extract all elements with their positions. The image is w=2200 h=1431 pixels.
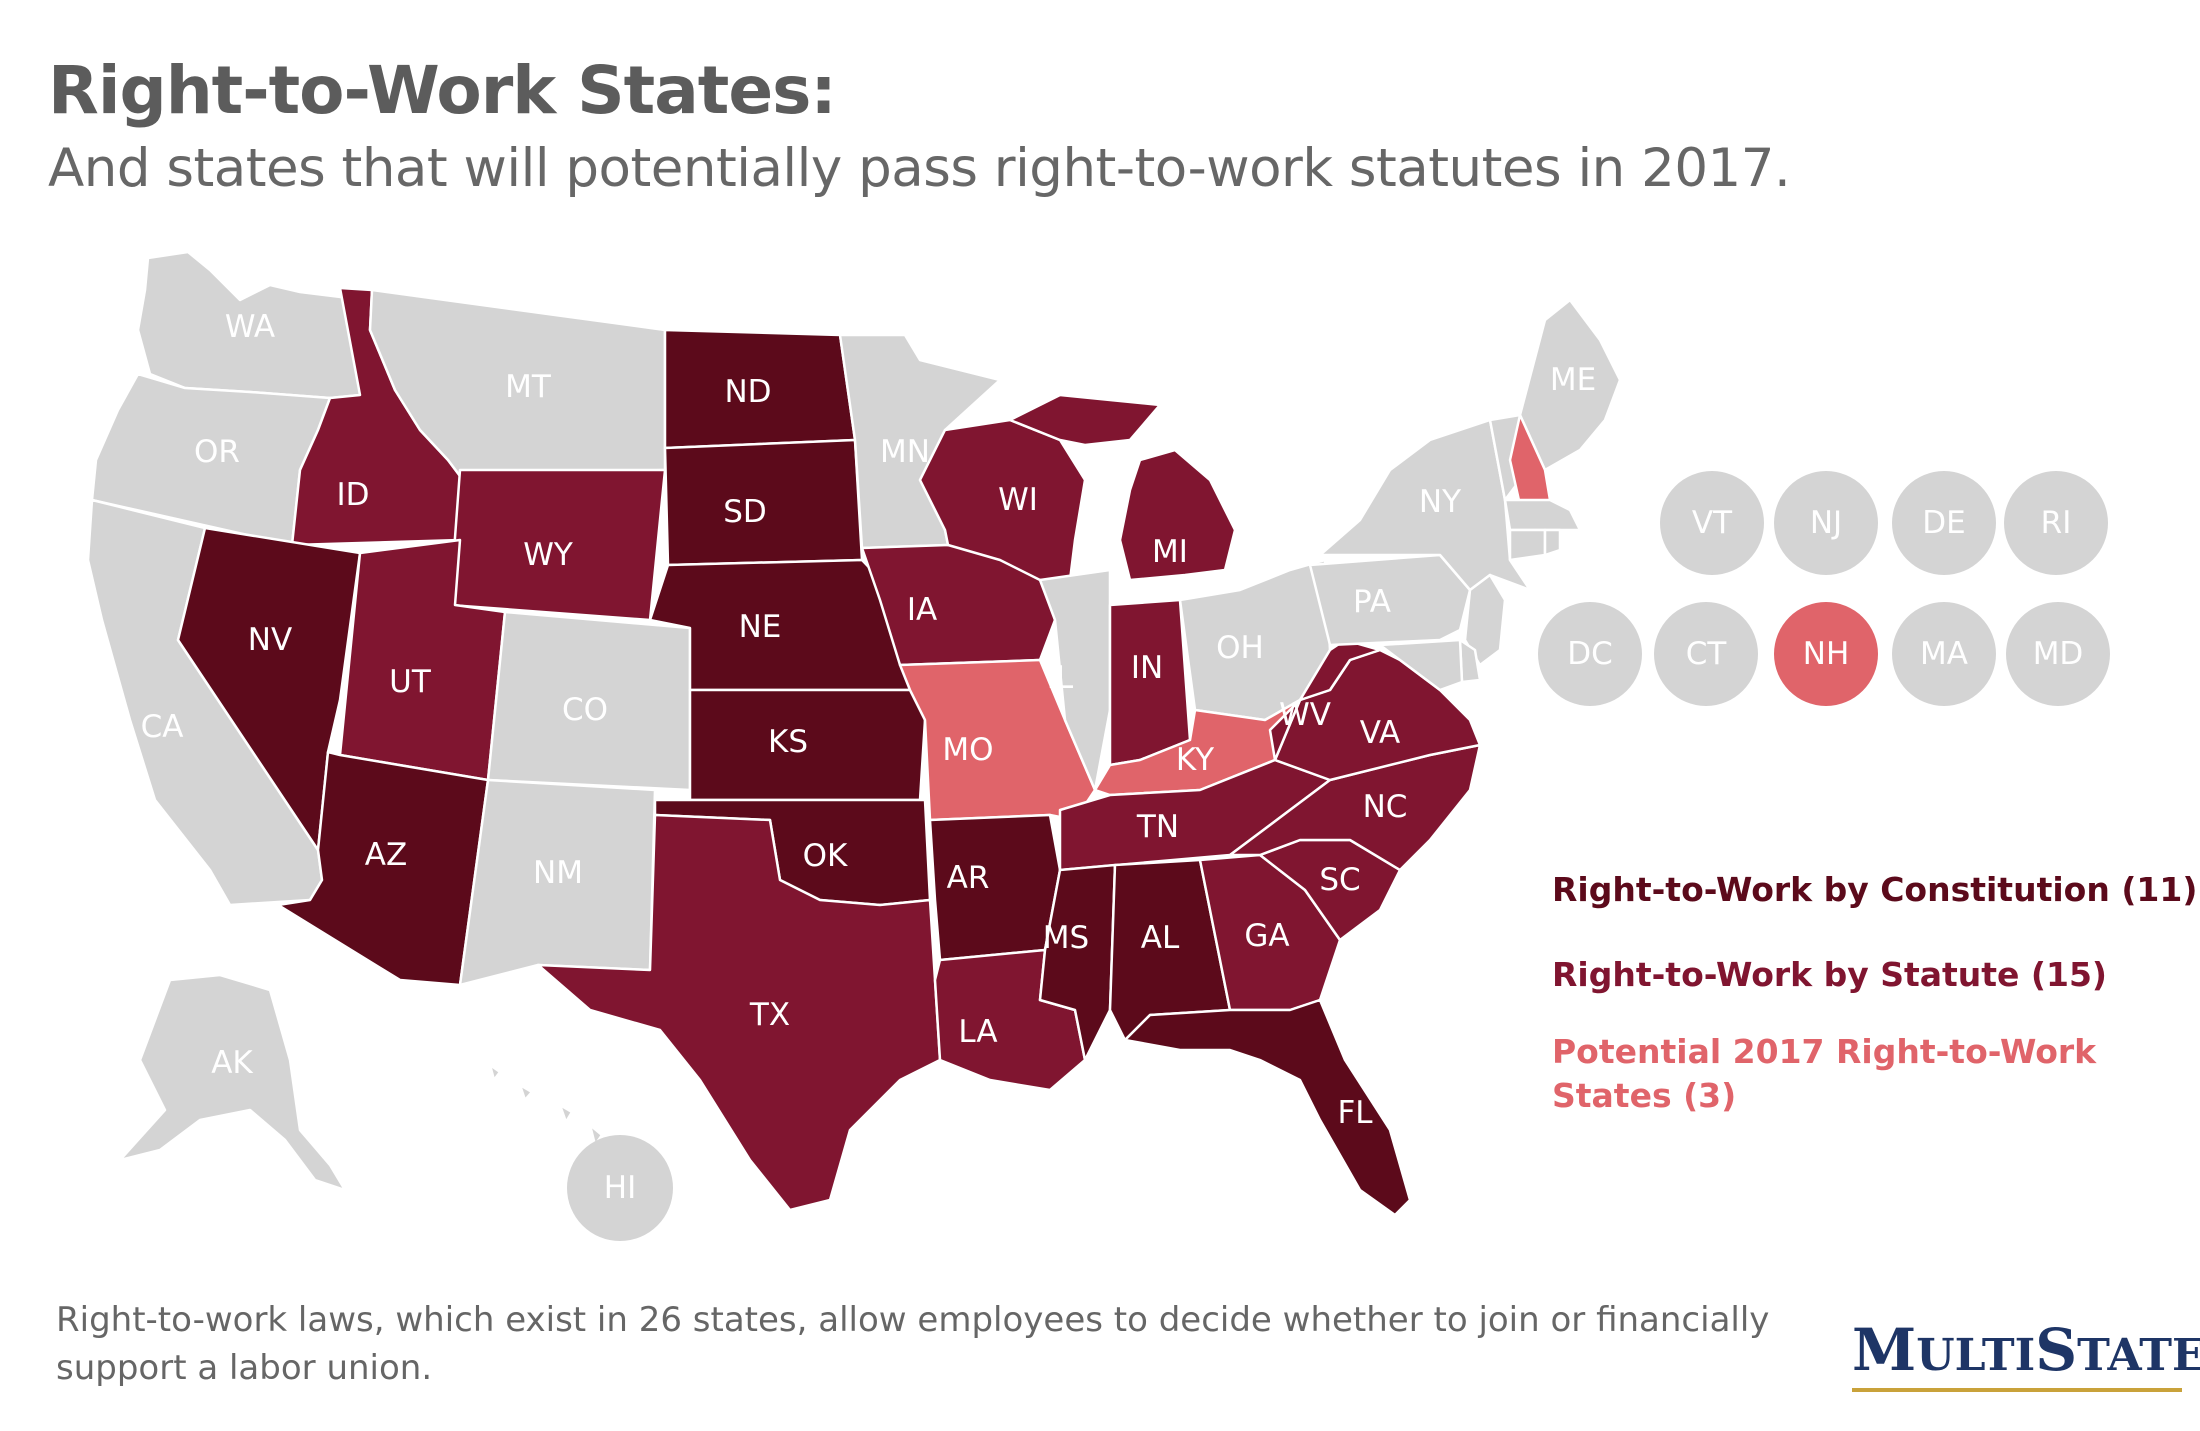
- state-wv: [1268, 638, 1382, 762]
- label-mo: MO: [942, 732, 993, 768]
- label-nm: NM: [533, 855, 583, 891]
- state-tx: [536, 813, 942, 1212]
- label-ia: IA: [907, 592, 937, 628]
- state-hi: [567, 1135, 673, 1241]
- label-wa: WA: [225, 309, 275, 345]
- label-mi: MI: [1152, 534, 1188, 570]
- label-wy: WY: [523, 537, 573, 573]
- state-mi: [1008, 393, 1237, 582]
- label-wi: WI: [998, 482, 1038, 518]
- bubble-label-dc: DC: [1567, 636, 1613, 672]
- label-ne: NE: [739, 609, 782, 645]
- bubble-label-md: MD: [2033, 636, 2084, 672]
- state-ri: [1543, 528, 1562, 557]
- bubble-ct: [1654, 602, 1758, 706]
- bubble-label-de: DE: [1922, 505, 1965, 541]
- label-co: CO: [562, 692, 608, 728]
- label-ut: UT: [389, 664, 432, 700]
- hawaii-islands: [488, 1063, 604, 1147]
- label-oh: OH: [1216, 630, 1264, 666]
- label-in: IN: [1131, 650, 1163, 686]
- state-ma: [1503, 498, 1582, 532]
- label-ar: AR: [947, 860, 990, 896]
- bubble-md: [2006, 602, 2110, 706]
- bubble-nh: [1774, 602, 1878, 706]
- state-nc: [1228, 743, 1482, 872]
- label-ga: GA: [1244, 918, 1289, 954]
- bubble-ri: [2004, 471, 2108, 575]
- label-ky: KY: [1176, 742, 1214, 778]
- label-sd: SD: [723, 494, 767, 530]
- bubble-label-vt: VT: [1692, 505, 1733, 541]
- state-ny: [1318, 418, 1532, 592]
- label-sc: SC: [1319, 862, 1360, 898]
- label-al: AL: [1141, 920, 1180, 956]
- label-va: VA: [1360, 715, 1400, 751]
- label-ak: AK: [211, 1045, 253, 1081]
- label-ca: CA: [141, 709, 184, 745]
- label-mn: MN: [880, 434, 930, 470]
- state-md: [1378, 638, 1464, 692]
- label-pa: PA: [1353, 584, 1391, 620]
- map-title: Right-to-Work States:: [48, 52, 837, 129]
- label-tn: TN: [1136, 809, 1179, 845]
- legend-potential: Potential 2017 Right-to-Work States (3): [1552, 1032, 2097, 1115]
- label-or: OR: [194, 434, 240, 470]
- label-il: IL: [1047, 660, 1074, 696]
- label-ok: OK: [803, 838, 848, 874]
- label-az: AZ: [365, 837, 407, 873]
- label-mt: MT: [505, 369, 552, 405]
- label-ks: KS: [768, 724, 808, 760]
- label-tx: TX: [749, 997, 790, 1033]
- bubble-label-ct: CT: [1686, 636, 1728, 672]
- footnote: Right-to-work laws, which exist in 26 st…: [56, 1300, 1770, 1388]
- bubble-label-nj: NJ: [1810, 505, 1842, 541]
- legend-constitution: Right-to-Work by Constitution (11): [1552, 870, 2198, 909]
- state-nj: [1463, 573, 1507, 667]
- multistate-logo: MULTISTATE: [1852, 1316, 2200, 1384]
- label-nv: NV: [248, 622, 292, 658]
- bubble-vt: [1660, 471, 1764, 575]
- label-fl: FL: [1337, 1095, 1373, 1131]
- bubble-nj: [1774, 471, 1878, 575]
- label-hi: HI: [604, 1170, 636, 1206]
- legend-statute: Right-to-Work by Statute (15): [1552, 955, 2108, 994]
- bubble-de: [1892, 471, 1996, 575]
- map-subtitle: And states that will potentially pass ri…: [48, 138, 1791, 199]
- state-fl: [1123, 998, 1412, 1217]
- state-me: [1518, 298, 1622, 472]
- label-ms: MS: [1043, 920, 1089, 956]
- label-me: ME: [1550, 362, 1596, 398]
- label-id: ID: [336, 477, 369, 513]
- state-ak: [118, 973, 347, 1192]
- bubble-dc: [1538, 602, 1642, 706]
- state-ct: [1508, 528, 1547, 562]
- bubble-ma: [1892, 602, 1996, 706]
- state-ks: [688, 688, 927, 802]
- bubble-label-ri: RI: [2041, 505, 2072, 541]
- label-nc: NC: [1363, 789, 1408, 825]
- label-wv: WV: [1279, 697, 1331, 733]
- label-ny: NY: [1419, 484, 1461, 520]
- logo-underline: [1852, 1388, 2182, 1392]
- label-nd: ND: [724, 374, 771, 410]
- bubble-label-nh: NH: [1803, 636, 1850, 672]
- bubble-label-ma: MA: [1920, 636, 1968, 672]
- label-la: LA: [958, 1014, 997, 1050]
